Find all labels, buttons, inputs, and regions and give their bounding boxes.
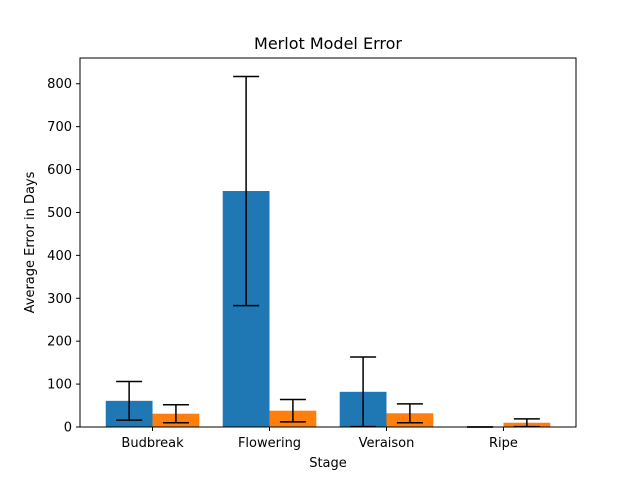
- y-tick-label: 100: [47, 378, 72, 393]
- plot-frame: [79, 57, 577, 428]
- x-tick-label: Ripe: [489, 436, 518, 451]
- y-tick-label: 300: [47, 292, 72, 307]
- y-tick-label: 600: [47, 163, 72, 178]
- y-tick-label: 700: [47, 120, 72, 135]
- y-tick-label: 0: [64, 421, 72, 436]
- x-axis: Budbreak Flowering Veraison Ripe: [121, 427, 518, 451]
- y-tick-label: 400: [47, 249, 72, 264]
- y-tick-label: 800: [47, 77, 72, 92]
- chart-title: Merlot Model Error: [254, 34, 402, 53]
- x-axis-label: Stage: [309, 456, 347, 471]
- y-axis: 0 100 200 300 400 500 600 700 800: [47, 77, 80, 436]
- y-axis-label: Average Error in Days: [23, 171, 38, 313]
- y-tick-label: 200: [47, 335, 72, 350]
- y-tick-label: 500: [47, 206, 72, 221]
- x-tick-label: Budbreak: [121, 436, 184, 451]
- x-tick-label: Veraison: [359, 436, 415, 451]
- x-tick-label: Flowering: [238, 436, 301, 451]
